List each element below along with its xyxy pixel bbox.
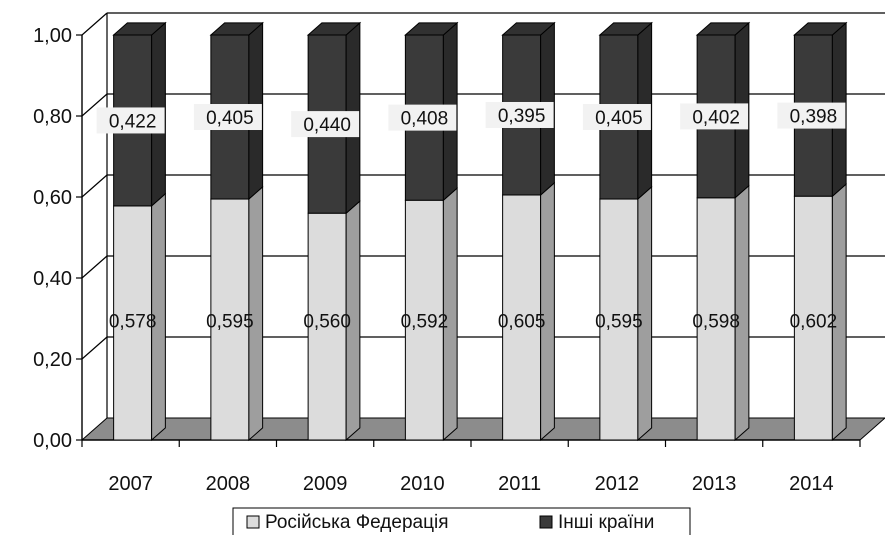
legend-box — [232, 507, 691, 535]
data-label: 0,595 — [206, 312, 254, 333]
bar-front — [502, 194, 542, 441]
data-label-bg — [388, 104, 457, 131]
x-tick-label: 2009 — [303, 473, 348, 495]
bars — [112, 21, 848, 442]
x-tick-label: 2014 — [789, 473, 834, 495]
bar-2010-series-1 — [404, 187, 458, 442]
data-label: 0,395 — [498, 106, 546, 127]
data-label: 0,602 — [790, 312, 838, 333]
data-label: 0,595 — [595, 312, 643, 333]
legend: Російська Федерація Інші країни — [232, 507, 691, 535]
y-tick-label: 0,60 — [33, 187, 72, 209]
legend-label-1: Російська Федерація — [265, 512, 449, 533]
data-label: 0,405 — [206, 108, 254, 129]
bar-front — [696, 197, 736, 441]
x-tick-label: 2010 — [400, 473, 445, 495]
y-tick-label: 0,20 — [33, 349, 72, 371]
bar-2013-series-1 — [696, 184, 750, 442]
data-label-bg — [193, 104, 262, 131]
x-axis-ticks: 2007 2008 2009 2010 2011 2012 2013 2014 — [108, 473, 833, 495]
data-label: 0,408 — [401, 109, 449, 130]
x-tick-label: 2012 — [595, 473, 640, 495]
x-tick-label: 2013 — [692, 473, 737, 495]
bar-2009-series-1 — [307, 199, 361, 442]
chart-floor — [80, 417, 885, 441]
y-axis-ticks: 0,00 0,20 0,40 0,60 0,80 1,00 — [33, 25, 72, 452]
bar-2011-series-1 — [502, 181, 555, 442]
data-label-bg — [485, 101, 554, 128]
bar-2008-series-1 — [210, 185, 264, 442]
data-label: 0,598 — [692, 312, 740, 333]
data-label: 0,422 — [109, 111, 157, 132]
legend-swatch-1 — [246, 515, 260, 529]
side-wall-line — [81, 255, 108, 279]
data-label: 0,405 — [595, 108, 643, 129]
bar-front — [210, 198, 250, 441]
legend-swatch-2 — [539, 515, 553, 529]
y-tick-label: 0,00 — [33, 430, 72, 452]
bar-top — [501, 22, 556, 36]
bar-top — [209, 22, 264, 36]
data-labels: 0,578 0,422 0,595 0,405 0,560 0,440 0,592 0,408… — [96, 101, 846, 333]
side-wall-line — [81, 174, 108, 198]
bar-front — [113, 205, 153, 441]
data-label-bg — [582, 104, 651, 131]
side-wall-line — [81, 12, 108, 36]
bar-top — [793, 22, 848, 36]
data-label: 0,560 — [303, 312, 351, 333]
legend-label-2: Інші країни — [558, 512, 654, 533]
data-label: 0,398 — [790, 107, 838, 128]
x-tick-label: 2007 — [108, 473, 153, 495]
bar-top — [306, 22, 362, 36]
y-tick-label: 1,00 — [33, 25, 72, 47]
data-label-bg — [96, 107, 165, 134]
chart-back-wall — [81, 12, 885, 418]
bar-front — [404, 199, 444, 441]
floor-plane — [80, 417, 885, 441]
data-label-bg — [291, 111, 360, 138]
side-wall-line — [81, 93, 108, 117]
side-wall-line — [81, 336, 108, 360]
data-label: 0,592 — [401, 312, 449, 333]
x-tick-label: 2011 — [498, 473, 541, 495]
bar-front — [793, 195, 833, 441]
bar-top — [404, 22, 459, 36]
data-label: 0,402 — [692, 107, 740, 128]
bar-2012-series-1 — [599, 185, 653, 442]
x-tick-label: 2008 — [206, 473, 251, 495]
bar-top — [598, 22, 653, 36]
bar-top — [112, 22, 167, 36]
bar-front — [307, 212, 347, 441]
y-tick-label: 0,80 — [33, 106, 72, 128]
data-label: 0,578 — [109, 312, 157, 333]
data-label: 0,605 — [498, 312, 546, 333]
bar-top — [695, 22, 751, 36]
y-tick-label: 0,40 — [33, 268, 72, 290]
data-label-bg — [680, 103, 749, 130]
bar-2014-series-1 — [793, 182, 847, 442]
data-label-bg — [777, 102, 846, 129]
data-label: 0,440 — [303, 115, 351, 136]
